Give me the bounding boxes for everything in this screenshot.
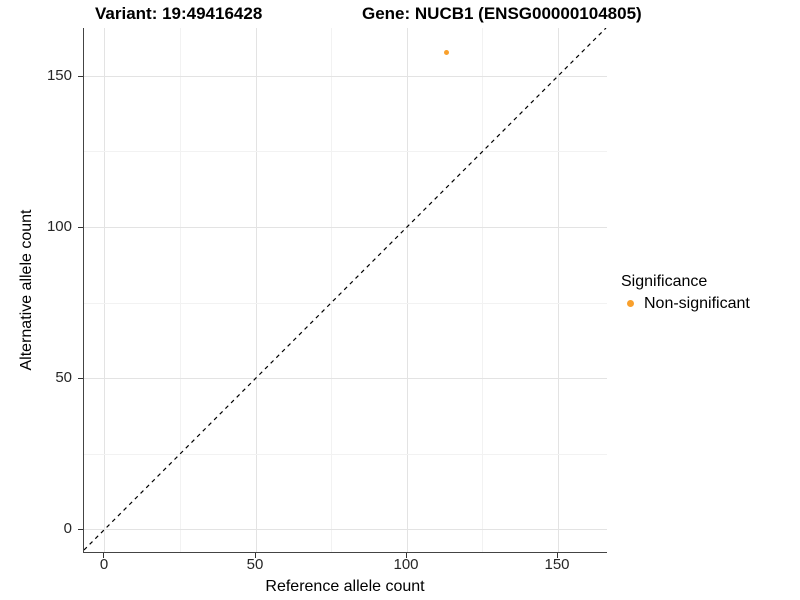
gridline-x-minor-25 xyxy=(180,28,181,552)
data-point-non-significant xyxy=(444,50,449,55)
gridline-y-major-0 xyxy=(84,529,607,530)
identity-line xyxy=(84,28,607,551)
gridline-y-minor-125 xyxy=(84,151,607,152)
plot-title-variant: Variant: 19:49416428 xyxy=(95,4,263,23)
gridline-x-major-150 xyxy=(558,28,559,552)
gridline-x-major-50 xyxy=(256,28,257,552)
orange-dot-icon xyxy=(627,300,634,307)
x-tick-label-0: 0 xyxy=(99,556,109,573)
plot-title-gene: Gene: NUCB1 (ENSG00000104805) xyxy=(362,4,642,23)
legend-title: Significance xyxy=(621,273,708,290)
x-tick-label-50: 50 xyxy=(246,556,264,573)
plot-panel xyxy=(83,28,607,553)
gridline-x-major-100 xyxy=(407,28,408,552)
y-axis-title: Alternative allele count xyxy=(18,209,35,371)
legend-item-label: Non-significant xyxy=(644,295,750,312)
x-tick-label-100: 100 xyxy=(393,556,419,573)
x-axis-title: Reference allele count xyxy=(265,578,425,595)
legend-item-non-significant: Non-significant xyxy=(621,294,750,314)
gridline-x-minor-75 xyxy=(331,28,332,552)
x-tick-label-150: 150 xyxy=(544,556,570,573)
gridline-y-minor-25 xyxy=(84,454,607,455)
gridline-y-major-100 xyxy=(84,227,607,228)
x-tick-0 xyxy=(103,553,104,558)
gridline-y-major-150 xyxy=(84,76,607,77)
gridline-x-major-0 xyxy=(104,28,105,552)
gridline-y-major-50 xyxy=(84,378,607,379)
y-tick-150 xyxy=(78,76,83,77)
y-tick-label-0: 0 xyxy=(63,520,72,537)
y-tick-0 xyxy=(78,529,83,530)
x-tick-150 xyxy=(557,553,558,558)
legend: Significance Non-significant xyxy=(621,273,750,314)
y-tick-label-50: 50 xyxy=(55,369,72,386)
x-tick-100 xyxy=(406,553,407,558)
y-tick-100 xyxy=(78,227,83,228)
y-tick-label-150: 150 xyxy=(46,67,72,84)
y-tick-50 xyxy=(78,378,83,379)
y-tick-label-100: 100 xyxy=(46,218,72,235)
gridline-y-minor-75 xyxy=(84,303,607,304)
x-tick-50 xyxy=(255,553,256,558)
gridline-x-minor-125 xyxy=(482,28,483,552)
